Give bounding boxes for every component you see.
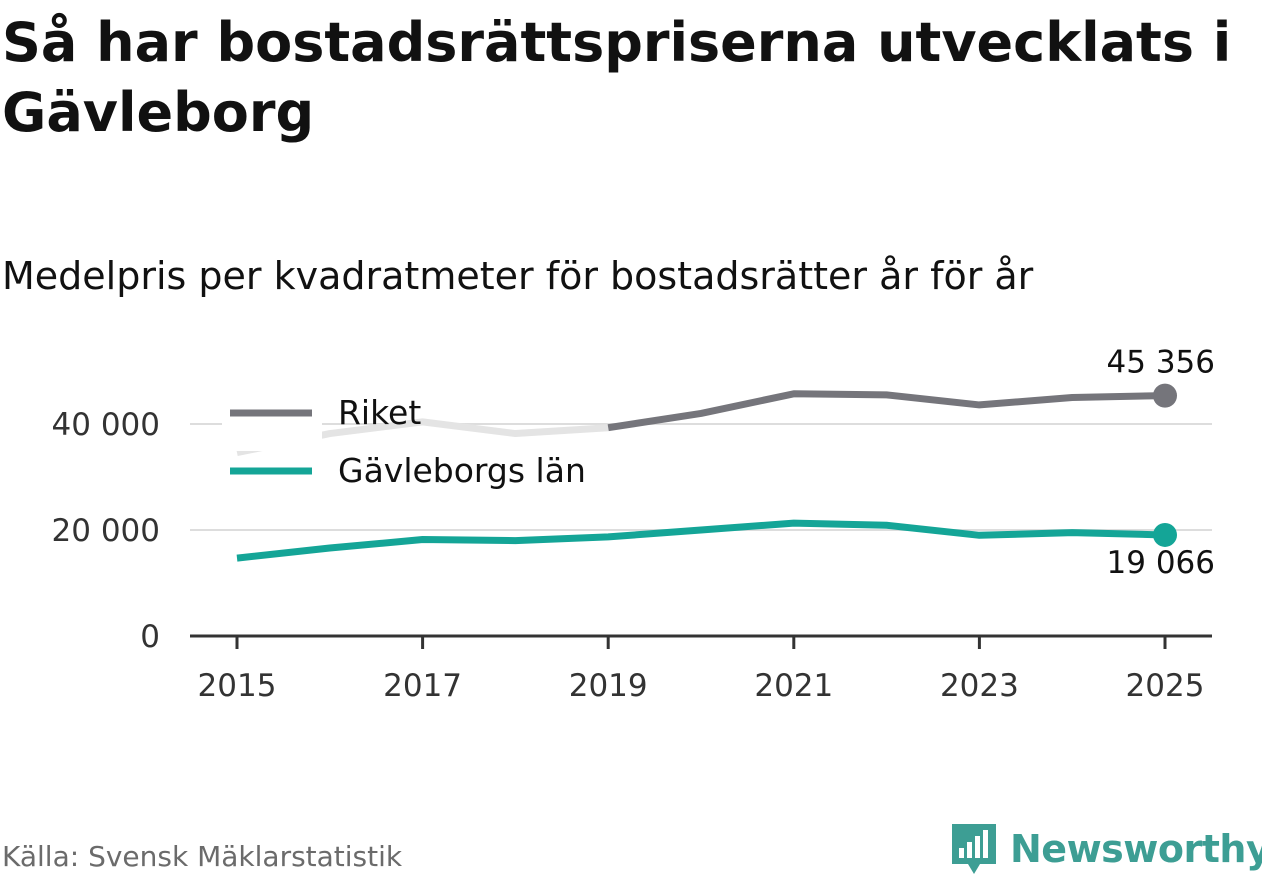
gavleborg-end-label: 19 066 [1107,545,1215,581]
chart-subtitle: Medelpris per kvadratmeter för bostadsrä… [2,254,1034,298]
y-tick-label: 20 000 [52,513,160,549]
x-tick-label: 2025 [1126,668,1205,704]
gavleborg-endpoint [1153,522,1177,547]
legend-label-riket: Riket [338,393,421,432]
gavleborg-line [236,519,1166,562]
riket-line [607,390,1166,432]
newsworthy-logo: Newsworthy [948,820,1262,878]
legend-label-region: Gävleborgs län [338,451,586,490]
y-tick-label: 40 000 [52,407,160,443]
x-tick-label: 2017 [383,668,462,704]
x-tick-label: 2021 [754,668,833,704]
x-tick-label: 2019 [569,668,648,704]
x-tick-label: 2023 [940,668,1019,704]
y-tick-label: 0 [140,619,160,655]
newsworthy-logo-icon [952,824,996,874]
riket-end-label: 45 356 [1107,345,1215,381]
chart-title: Så har bostadsrättspriserna utvecklats i… [2,11,1232,144]
x-tick-label: 2015 [198,668,277,704]
source-note: Källa: Svensk Mäklarstatistik [2,840,403,873]
line-chart: 0 20 000 40 000 2015 2017 2019 2021 2023 2025 45 … [52,345,1215,704]
riket-endpoint [1153,383,1177,408]
newsworthy-logo-text: Newsworthy [1010,827,1262,871]
